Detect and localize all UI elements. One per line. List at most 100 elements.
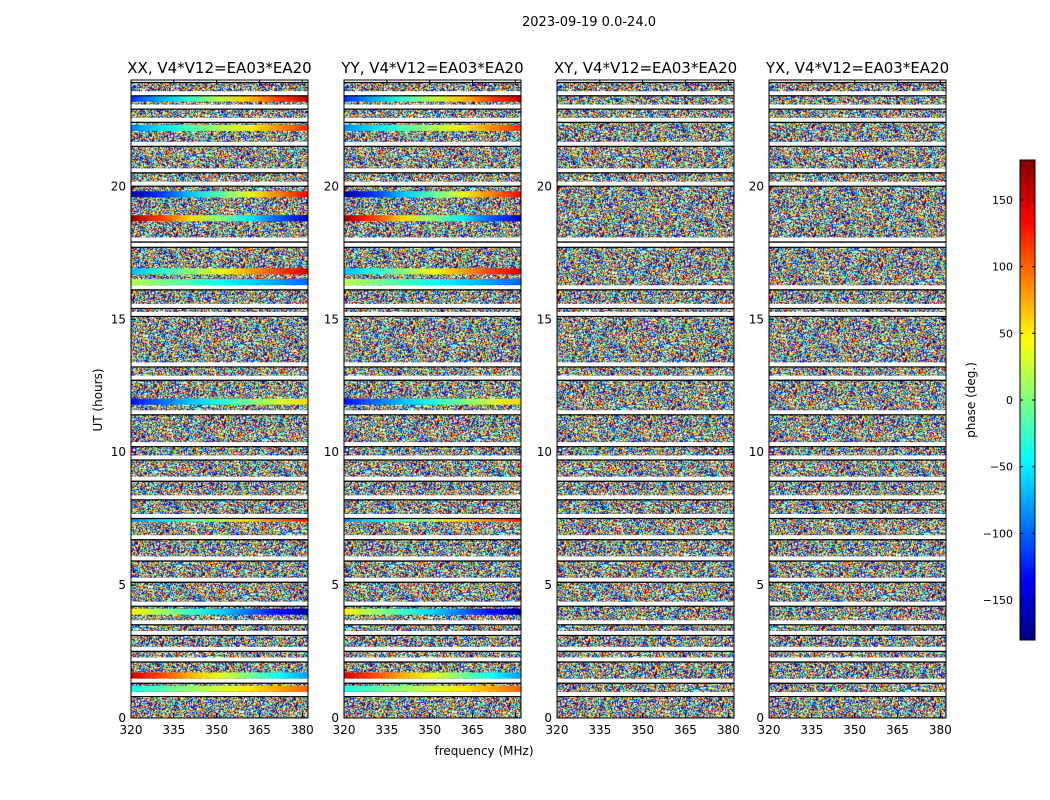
y-tick-label: 0 <box>331 711 339 725</box>
flagged-row <box>557 513 734 518</box>
flagged-row <box>557 535 734 540</box>
panels: XX, V4*V12=EA03*EA20 320 335 350 365 380 0 5 10 1… <box>111 59 952 737</box>
x-tick-label: 320 <box>120 723 143 737</box>
x-tick-label: 380 <box>929 723 952 737</box>
colorbar: 150 100 50 0 −50 −100 −150 <box>983 159 1036 641</box>
panel-2: YY, V4*V12=EA03*EA20 320 335 350 365 380 0 5 10 1… <box>324 59 527 737</box>
y-tick-label: 20 <box>111 179 126 193</box>
flagged-row <box>769 285 946 290</box>
y-tick-label: 0 <box>544 711 552 725</box>
flagged-row <box>131 577 308 582</box>
flagged-row <box>769 242 946 247</box>
flagged-row <box>557 678 734 683</box>
flagged-row <box>131 476 308 481</box>
flagged-row <box>131 601 308 606</box>
flagged-row <box>344 141 521 146</box>
coherent-phase-band <box>344 608 521 615</box>
panel-frame <box>556 79 735 719</box>
flagged-row <box>344 556 521 561</box>
x-tick-label: 350 <box>843 723 866 737</box>
flagged-row <box>557 117 734 122</box>
flagged-row <box>344 577 521 582</box>
x-tick-label: 335 <box>375 723 398 737</box>
flagged-row <box>344 168 521 173</box>
flagged-row <box>344 455 521 460</box>
y-tick-label: 0 <box>756 711 764 725</box>
colorbar-label: phase (deg.) <box>964 362 978 438</box>
x-tick-label: 335 <box>800 723 823 737</box>
flagged-row <box>131 181 308 186</box>
flagged-row <box>769 455 946 460</box>
flagged-row <box>557 556 734 561</box>
flagged-row <box>769 168 946 173</box>
flagged-row <box>344 535 521 540</box>
coherent-phase-band <box>131 215 308 222</box>
flagged-row <box>769 495 946 500</box>
flagged-row <box>557 311 734 316</box>
flagged-row <box>131 362 308 367</box>
panel-title: YX, V4*V12=EA03*EA20 <box>765 59 949 77</box>
flagged-row <box>769 678 946 683</box>
panel-frame <box>130 79 309 719</box>
flagged-row <box>557 442 734 447</box>
flagged-row <box>344 104 521 109</box>
flagged-row <box>131 303 308 308</box>
x-tick-label: 365 <box>674 723 697 737</box>
colorbar-tick-label: −100 <box>983 527 1013 540</box>
flagged-row <box>557 362 734 367</box>
flagged-row <box>557 168 734 173</box>
flagged-row <box>557 141 734 146</box>
flagged-row <box>344 117 521 122</box>
x-tick-label: 350 <box>631 723 654 737</box>
y-tick-label: 15 <box>111 312 126 326</box>
flagged-row <box>769 181 946 186</box>
flagged-row <box>769 646 946 651</box>
panel-frame <box>343 79 522 719</box>
flagged-row <box>557 237 734 242</box>
panel-4: YX, V4*V12=EA03*EA20 320 335 350 365 380 0 5 10 1… <box>749 59 952 737</box>
flagged-row <box>344 375 521 380</box>
y-tick-label: 20 <box>537 179 552 193</box>
flagged-row <box>344 181 521 186</box>
coherent-phase-band <box>344 215 521 222</box>
flagged-row <box>769 476 946 481</box>
coherent-phase-band <box>344 685 521 692</box>
x-tick-label: 350 <box>205 723 228 737</box>
flagged-row <box>344 620 521 625</box>
flagged-row <box>131 657 308 662</box>
flagged-row <box>769 577 946 582</box>
flagged-row <box>131 285 308 290</box>
flagged-row <box>769 362 946 367</box>
colorbar-tick-label: 50 <box>999 327 1013 340</box>
x-tick-label: 380 <box>717 723 740 737</box>
flagged-row <box>131 620 308 625</box>
colorbar-tick-label: 0 <box>1006 394 1013 407</box>
flagged-row <box>769 375 946 380</box>
flagged-row <box>131 410 308 415</box>
panel-title: YY, V4*V12=EA03*EA20 <box>340 59 523 77</box>
flagged-row <box>344 630 521 635</box>
flagged-row <box>131 311 308 316</box>
flagged-row <box>131 375 308 380</box>
flagged-row <box>131 630 308 635</box>
y-axis-label: UT (hours) <box>91 368 105 431</box>
flagged-row <box>131 692 308 697</box>
flagged-row <box>769 91 946 96</box>
y-tick-label: 10 <box>537 445 552 459</box>
flagged-row <box>131 513 308 518</box>
coherent-phase-band <box>344 95 521 102</box>
y-tick-label: 5 <box>544 578 552 592</box>
flagged-row <box>769 513 946 518</box>
flagged-row <box>131 646 308 651</box>
flagged-row <box>131 104 308 109</box>
x-tick-label: 365 <box>886 723 909 737</box>
flagged-row <box>131 442 308 447</box>
coherent-phase-band <box>131 685 308 692</box>
flagged-row <box>344 495 521 500</box>
y-tick-label: 10 <box>749 445 764 459</box>
x-tick-label: 380 <box>291 723 314 737</box>
flagged-row <box>769 556 946 561</box>
flagged-row <box>769 104 946 109</box>
x-tick-label: 320 <box>758 723 781 737</box>
flagged-row <box>344 285 521 290</box>
